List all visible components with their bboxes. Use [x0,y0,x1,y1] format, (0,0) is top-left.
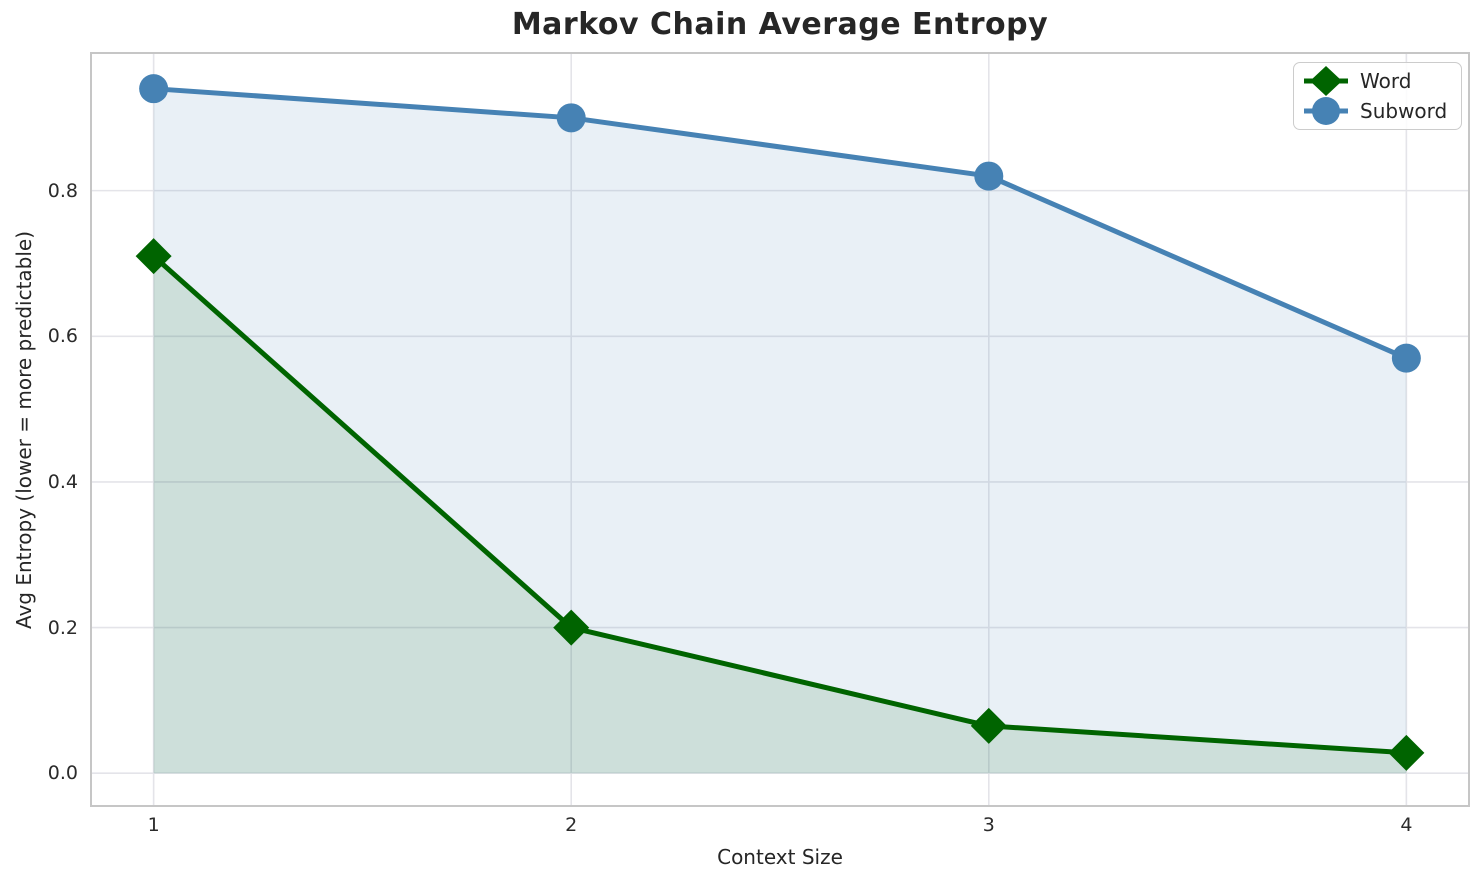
x-axis-label: Context Size [717,845,843,869]
marker-word [1388,734,1425,771]
legend-circle-subword [1312,97,1340,125]
x-tick-label: 4 [1400,814,1413,836]
area-fill-word [153,256,1407,774]
word-series-diamond-icon [1304,66,1348,96]
y-tick-label: 0.0 [47,762,78,785]
x-tick-label: 2 [565,814,578,836]
x-tick-label: 1 [147,814,160,836]
line-subword [151,86,1409,361]
area-fill-subword [153,88,1407,774]
y-tick-label: 0.8 [47,179,78,202]
x-tick-label: 3 [982,814,995,836]
marker-word [970,707,1007,744]
y-tick-label: 0.6 [47,325,78,348]
marker-word [135,238,172,275]
legend-label-subword: Subword [1360,99,1448,123]
legend-item-subword: Subword [1302,96,1453,126]
legend-label-word: Word [1360,69,1412,93]
marker-subword [974,161,1004,191]
marker-subword [556,103,586,133]
subword-series-circle-icon [1304,97,1348,125]
line-word [151,253,1409,756]
legend-diamond-word [1310,66,1342,96]
y-axis-label: Avg Entropy (lower = more predictable) [12,230,36,630]
marker-subword [139,74,169,104]
legend: Word Subword [1293,62,1462,130]
chart-title: Markov Chain Average Entropy [511,7,1049,42]
y-tick-label: 0.2 [47,616,78,639]
marker-word [553,609,590,646]
plot-frame [90,52,1470,807]
legend-item-word: Word [1302,66,1453,96]
marker-subword [1391,343,1421,373]
y-tick-label: 0.4 [47,470,78,493]
